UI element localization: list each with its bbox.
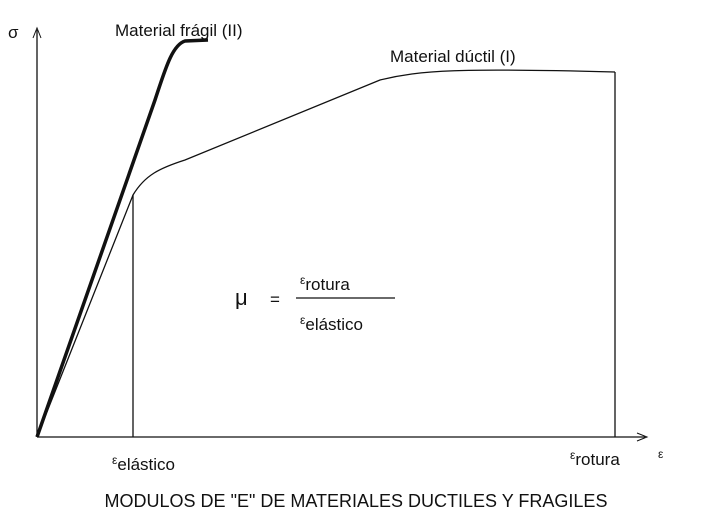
axes bbox=[32, 26, 649, 442]
ductile-curve bbox=[36, 69, 616, 438]
symbol: ε bbox=[300, 313, 306, 327]
y-arrow bbox=[32, 26, 42, 39]
x-label: ε bbox=[658, 447, 664, 461]
x-arrow bbox=[636, 432, 649, 442]
subscript: rotura bbox=[575, 450, 620, 469]
symbol: ε bbox=[300, 273, 306, 287]
numerator: εrotura bbox=[300, 273, 350, 294]
subscript: rotura bbox=[305, 275, 350, 294]
subscript: elástico bbox=[305, 315, 363, 334]
brittle-label: Material frágil (II) bbox=[115, 21, 243, 40]
brittle-curve bbox=[35, 38, 209, 438]
elastic-mark-label: εelástico bbox=[112, 453, 175, 474]
symbol: ε bbox=[112, 453, 118, 467]
formula-lhs: μ bbox=[235, 285, 248, 310]
caption: MODULOS DE "E" DE MATERIALES DUCTILES Y … bbox=[105, 491, 608, 511]
subscript: elástico bbox=[117, 455, 175, 474]
y-label: σ bbox=[8, 23, 19, 42]
ductile-label: Material dúctil (I) bbox=[390, 47, 516, 66]
denominator: εelástico bbox=[300, 313, 363, 334]
formula-equals: = bbox=[270, 290, 280, 309]
symbol: ε bbox=[570, 448, 576, 462]
rupture-mark-label: εrotura bbox=[570, 448, 620, 469]
